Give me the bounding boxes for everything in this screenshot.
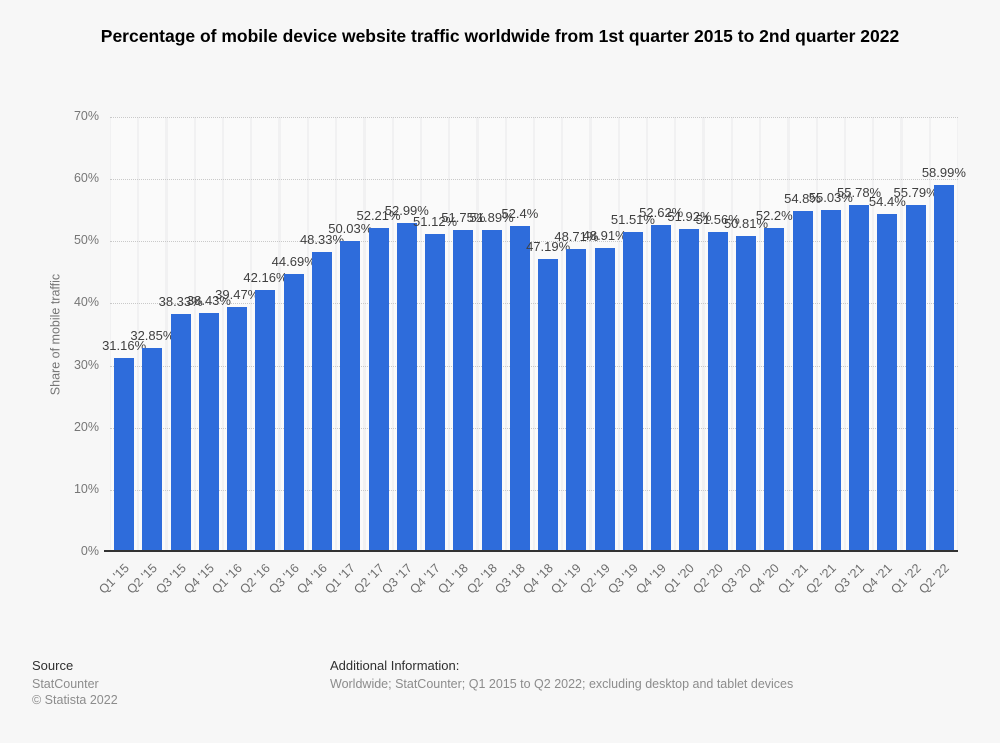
additional-info-text: Worldwide; StatCounter; Q1 2015 to Q2 20… [330, 677, 794, 691]
bar [566, 249, 587, 552]
gridline [110, 427, 958, 429]
bar-value-label: 52.4% [501, 206, 539, 222]
source-label: Source [32, 658, 74, 673]
bar-value-label: 51.56% [695, 211, 740, 227]
gridline [110, 365, 958, 367]
bar [481, 229, 502, 552]
bar [933, 185, 954, 552]
bar-value-label: 47.19% [526, 238, 571, 254]
bar-value-label: 51.75% [441, 210, 486, 226]
bar-value-label: 48.91% [582, 228, 627, 244]
bar-value-label: 50.81% [723, 216, 769, 232]
bar [594, 248, 615, 552]
bar-value-label: 50.03% [328, 221, 373, 237]
bar [340, 241, 361, 552]
x-axis-line [104, 550, 958, 552]
bar [453, 230, 474, 552]
y-tick-label: 40% [73, 295, 99, 310]
bar [142, 347, 163, 552]
bar-value-label: 51.12% [413, 214, 458, 230]
bar-value-label: 54.4% [868, 193, 906, 209]
y-tick-label: 20% [73, 419, 99, 434]
y-tick-label: 0% [80, 544, 99, 558]
bar [679, 229, 700, 552]
bar [114, 358, 135, 552]
plot-area: 0% 10% 20% 30% 40% 50% 60% 70% 31.16% Q1 '15 32.85… [74, 109, 966, 597]
bar-value-label: 51.89% [469, 209, 514, 225]
bar [396, 222, 417, 552]
gridline [110, 179, 958, 181]
bar-value-label: 48.71% [554, 229, 599, 245]
bar [764, 227, 785, 552]
bar [849, 205, 870, 552]
bar [736, 236, 756, 552]
bar-value-label: 54.8% [784, 191, 821, 207]
additional-info-label: Additional Information: [330, 658, 460, 673]
bar [820, 210, 841, 552]
bar-value-label: 42.16% [243, 270, 288, 285]
bar [622, 231, 643, 552]
copyright-notice: © Statista 2022 [32, 693, 118, 707]
bar [707, 231, 728, 552]
y-tick-label: 10% [73, 481, 99, 496]
bar-value-label: 38.43% [186, 293, 231, 309]
bar [905, 205, 926, 552]
bar-value-label: 55.79% [893, 185, 938, 201]
gridline [110, 303, 958, 305]
y-tick-label: 70% [73, 109, 99, 123]
bar [877, 213, 898, 552]
bar [170, 313, 191, 552]
bar-value-label: 55.78% [837, 185, 882, 201]
bar-value-label: 52.62% [639, 205, 684, 220]
bar-value-label: 55.03% [808, 190, 853, 206]
bar-value-label: 39.47% [215, 286, 260, 302]
bar [312, 251, 332, 552]
bar [538, 258, 559, 552]
bar [509, 226, 530, 552]
bar-value-label: 44.69% [271, 254, 316, 270]
gridline [110, 489, 958, 491]
chart-title: Percentage of mobile device website traf… [100, 26, 900, 46]
bar [283, 274, 304, 552]
bar [368, 227, 389, 552]
bar-value-label: 51.51% [610, 211, 655, 227]
bar [651, 225, 672, 552]
y-tick-label: 50% [73, 233, 99, 248]
bar-value-label: 51.92% [667, 209, 712, 225]
y-tick-label: 60% [73, 171, 99, 186]
bar-value-label: 31.16% [102, 338, 147, 354]
bar [198, 313, 219, 552]
source-name: StatCounter [32, 677, 99, 691]
bar [227, 306, 248, 552]
gridline [110, 241, 958, 243]
bar-value-label: 48.33% [299, 231, 345, 247]
bar-value-label: 38.33% [158, 293, 203, 309]
bar-value-label: 32.85% [130, 327, 175, 343]
gridline [110, 117, 958, 118]
bar-value-label: 52.99% [384, 202, 429, 218]
bar-value-label: 52.21% [356, 207, 401, 223]
bar-value-label: 58.99% [921, 165, 966, 181]
bar [255, 290, 276, 552]
y-tick-label: 30% [73, 357, 99, 372]
bar [792, 211, 813, 552]
bar [425, 234, 446, 552]
bar-value-label: 52.2% [755, 207, 793, 223]
